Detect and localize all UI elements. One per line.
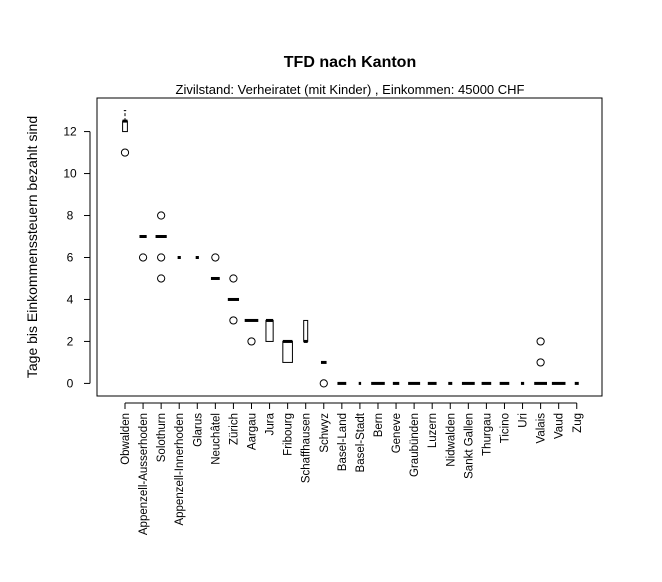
box-Jura [265, 318, 274, 342]
x-tick-label: Graubünden [409, 413, 421, 477]
x-tick-label: Nidwalden [445, 413, 457, 467]
x-tick-label: Sankt Gallen [463, 413, 475, 479]
outlier-point [536, 358, 545, 367]
x-tick-label: Zürich [228, 413, 240, 445]
box-Appenzell-Ausserhoden [138, 235, 148, 262]
box-iqr [122, 120, 128, 133]
y-tick-label: 10 [63, 167, 77, 181]
x-tick-label: Thurgau [481, 413, 493, 456]
x-tick-label: Fribourg [283, 413, 295, 456]
box-Fribourg [282, 339, 293, 363]
box-Neuchâtel [210, 253, 220, 280]
x-tick-label: Solothurn [156, 413, 168, 462]
box-Obwalden [120, 110, 130, 157]
box-Zürich [227, 274, 240, 325]
y-tick-label: 4 [67, 292, 74, 306]
box-iqr [282, 340, 293, 363]
x-tick-label: Jura [265, 412, 277, 435]
y-tick-label: 0 [67, 376, 74, 390]
x-tick-label: Glarus [192, 413, 204, 447]
x-tick-label: Schaffhausen [301, 413, 313, 483]
outlier-point [138, 253, 148, 262]
y-tick-label: 8 [67, 209, 74, 223]
x-tick-label: Basel-Stadt [355, 412, 367, 472]
outlier-point [229, 274, 238, 283]
y-axis-label: Tage bis Einkommenssteuern bezahlt sind [24, 116, 40, 378]
x-tick-label: Ticino [499, 413, 511, 443]
x-tick-label: Geneve [391, 413, 403, 453]
x-tick-label: Schwyz [319, 413, 331, 453]
box-Aargau [244, 318, 259, 346]
chart-subtitle: Zivilstand: Verheiratet (mit Kinder) , E… [176, 82, 525, 97]
y-axis: 0 2 4 6 8 10 12 [63, 125, 91, 390]
x-tick-label: Luzern [427, 413, 439, 448]
x-tick-label: Basel-Land [337, 413, 349, 471]
x-axis: Obwalden Appenzell-Ausserhoden Solothurn Ap… [120, 402, 584, 535]
y-tick-label: 12 [63, 125, 77, 139]
box-iqr [303, 319, 309, 342]
outlier-point [536, 337, 545, 346]
outlier-point [211, 253, 220, 262]
x-tick-label: Aargau [246, 413, 258, 450]
outlier-point [247, 337, 256, 346]
x-tick-label: Vaud [554, 413, 566, 439]
x-tick-label: Appenzell-Ausserhoden [138, 413, 150, 535]
x-tick-label: Bern [373, 413, 385, 437]
x-tick-label: Appenzell-Innerhoden [174, 413, 186, 526]
y-tick-label: 6 [67, 250, 74, 264]
box-Schaffhausen [303, 319, 309, 343]
x-tick-label: Obwalden [120, 413, 132, 465]
x-tick-label: Uri [518, 413, 530, 428]
outlier-point [157, 211, 166, 220]
box-Valais [534, 337, 548, 385]
x-tick-label: Neuchâtel [210, 413, 222, 465]
outlier-point [120, 148, 130, 157]
box-Solothurn [155, 211, 167, 283]
x-tick-label: Zug [572, 413, 584, 433]
outlier-point [229, 316, 238, 325]
box-series [120, 110, 579, 388]
x-tick-label: Valais [536, 413, 548, 444]
plot-area-border [96, 97, 603, 397]
outlier-point [157, 274, 166, 283]
outlier-point [319, 379, 328, 388]
y-tick-label: 2 [67, 334, 74, 348]
chart-title: TFD nach Kanton [284, 54, 416, 71]
box-Schwyz [319, 360, 328, 388]
outlier-point [157, 253, 166, 262]
box-iqr [265, 319, 274, 342]
